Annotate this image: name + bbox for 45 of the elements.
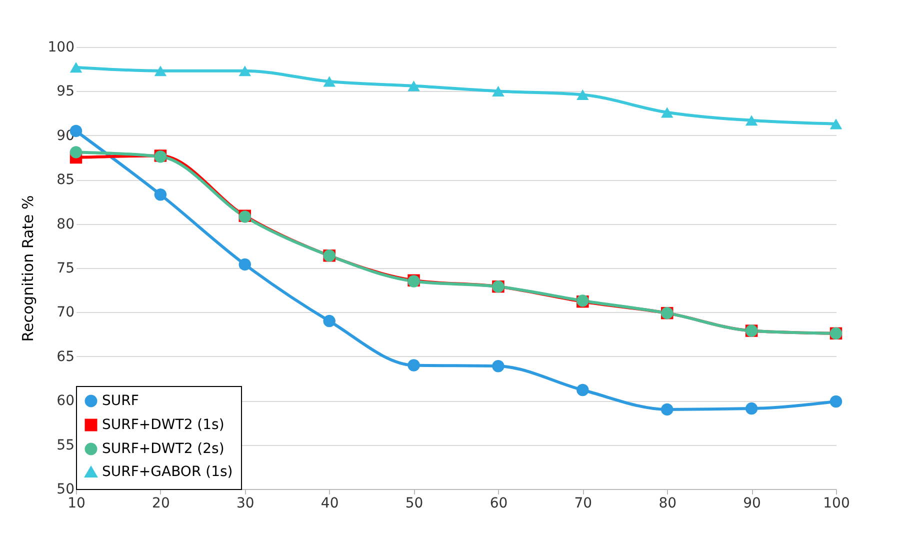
y-tick-label: 50 — [56, 482, 74, 498]
point — [238, 258, 252, 271]
point — [830, 118, 842, 130]
y-tick-label: 95 — [56, 84, 74, 100]
legend-label: SURF+GABOR (1s) — [102, 464, 233, 480]
x-tick-label: 90 — [743, 496, 761, 512]
x-tick-label: 100 — [823, 496, 850, 512]
x-tick-label: 60 — [490, 496, 508, 512]
y-tick-label: 60 — [56, 393, 74, 410]
point — [660, 107, 674, 118]
point — [408, 80, 420, 92]
point — [408, 359, 420, 372]
legend-label: SURF+DWT2 (1s) — [102, 417, 224, 433]
x-tick-label: 10 — [68, 496, 86, 512]
x-tick-label: 50 — [405, 496, 424, 512]
point — [154, 66, 167, 76]
point — [70, 146, 82, 158]
y-tick-label: 100 — [48, 40, 74, 56]
point — [70, 62, 82, 73]
point — [154, 188, 167, 201]
x-tick-label: 40 — [320, 496, 339, 512]
legend-label: SURF — [102, 393, 139, 409]
point — [492, 360, 504, 372]
point — [830, 395, 842, 408]
y-tick-label: 70 — [56, 304, 74, 321]
y-tick-label: 55 — [56, 437, 74, 454]
point — [323, 76, 336, 87]
y-tick-label: 85 — [56, 172, 74, 188]
x-tick-label: 30 — [236, 496, 254, 512]
point — [492, 86, 504, 97]
x-tick-label: 20 — [152, 496, 170, 512]
y-tick-label: 65 — [56, 348, 74, 365]
legend-label: SURF+DWT2 (2s) — [102, 441, 224, 457]
point — [745, 115, 758, 126]
point — [576, 384, 589, 396]
point — [576, 89, 589, 100]
y-tick-label: 80 — [56, 216, 74, 232]
x-tick-label: 70 — [574, 496, 592, 512]
x-tick-label: 80 — [658, 496, 677, 512]
point — [745, 402, 758, 415]
point — [660, 403, 674, 416]
y-tick-label: 75 — [56, 260, 74, 276]
y-axis-title: Recognition Rate % — [18, 195, 37, 342]
point — [323, 314, 336, 328]
point — [238, 66, 252, 76]
